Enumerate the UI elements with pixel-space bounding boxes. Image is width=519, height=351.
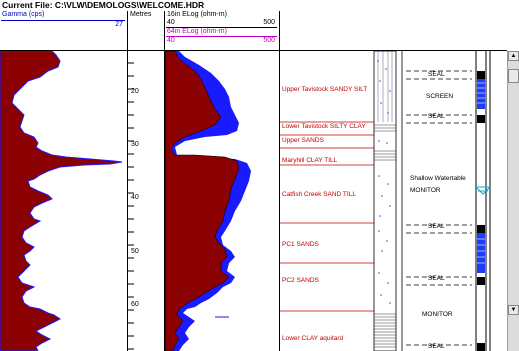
gamma-curve-fill (0, 51, 123, 351)
depth-tick-marks (128, 62, 134, 350)
elog16-header-label: 16in ELog (ohm-m) (167, 11, 227, 18)
lithology-track-header (280, 11, 507, 51)
screen-slots (477, 82, 485, 264)
well-shallow-watertable-label: Shallow Watertable (410, 175, 466, 182)
elog16-max: 500 (263, 19, 275, 26)
vertical-scrollbar[interactable]: ▲ ▼ (507, 51, 519, 351)
seal-plug-3 (477, 225, 485, 233)
elog16-min: 40 (167, 19, 175, 26)
depth-label-40: 40 (131, 194, 139, 201)
scroll-up-button[interactable]: ▲ (508, 51, 519, 61)
scroll-down-button[interactable]: ▼ (508, 305, 519, 315)
well-seal-label-1: SEAL (428, 71, 445, 78)
seal-plug-4 (477, 277, 485, 285)
well-seal-label-4: SEAL (428, 275, 445, 282)
unit-pc1-sands: PC1 SANDS (282, 241, 319, 248)
unit-maryhill-clay-till: Maryhill CLAY TILL (282, 157, 338, 164)
unit-lower-clay-aquitard: Lower CLAY aquitard (282, 335, 344, 342)
gamma-max-value: 27 (115, 21, 123, 28)
unit-pc2-sands: PC2 SANDS (282, 277, 319, 284)
gamma-log-plot (0, 51, 123, 351)
lithology-track: Upper Tavistock SANDY SILT Lower Tavisto… (280, 51, 507, 351)
gamma-track (0, 51, 128, 351)
well-monitor-label-2: MONITOR (422, 311, 453, 318)
well-seal-label-3: SEAL (428, 223, 445, 230)
silt-pattern (377, 51, 393, 122)
gamma-header-label: Gamma (cps) (2, 11, 45, 18)
depth-label-60: 60 (131, 301, 139, 308)
elog64-header-label: 64in ELog (ohm-m) (167, 28, 227, 35)
lower-screen (477, 233, 485, 273)
window-title: Current File: C:\VLW\DEMOLOGS\WELCOME.HD… (2, 0, 205, 10)
elog-log-plot (165, 51, 251, 351)
scroll-thumb[interactable] (508, 69, 519, 83)
elog16-curve-fill (165, 51, 240, 351)
lithology-plot (280, 51, 491, 351)
gamma-track-header: Gamma (cps) 27 (0, 11, 128, 51)
sand-dots (377, 60, 391, 304)
unit-lower-tavistock-silty-clay: Lower Tavistock SILTY CLAY (282, 123, 366, 130)
lithology-column (373, 51, 397, 351)
elog-track (165, 51, 280, 351)
unit-upper-sands: Upper SANDS (282, 137, 324, 144)
seal-plug-1 (477, 71, 485, 79)
well-seal-label-2: SEAL (428, 113, 445, 120)
water-level-marker (475, 186, 491, 195)
clay-hatch (374, 124, 396, 348)
well-monitor-label-1: MONITOR (410, 187, 441, 194)
seal-plug-5 (477, 343, 485, 351)
depth-label-50: 50 (131, 248, 139, 255)
depth-header-label: Metres (130, 11, 152, 18)
depth-label-20: 20 (131, 88, 139, 95)
unit-upper-tavistock-sandy-silt: Upper Tavistock SANDY SILT (282, 86, 368, 93)
depth-label-30: 30 (131, 141, 139, 148)
unit-catfish-creek-sand-till: Catfish Creek SAND TILL (282, 191, 356, 198)
seal-dash-lines (406, 70, 472, 346)
elog16-scale-line (166, 27, 277, 28)
depth-track: 20 30 40 50 60 (128, 51, 165, 351)
upper-screen (477, 79, 485, 109)
depth-ticks (128, 62, 134, 350)
depth-track-header: Metres (128, 11, 165, 51)
elog-track-header: 16in ELog (ohm-m) 40 500 64in ELog (ohm-… (165, 11, 280, 51)
well-seal-label-5: SEAL (428, 343, 445, 350)
elog64-scale-line (166, 36, 277, 37)
seal-plug-2 (477, 115, 485, 123)
elog64-max: 500 (263, 37, 275, 44)
well-screen-label: SCREEN (426, 93, 454, 100)
gamma-scale-line (1, 20, 125, 21)
elog64-min: 40 (167, 37, 175, 44)
